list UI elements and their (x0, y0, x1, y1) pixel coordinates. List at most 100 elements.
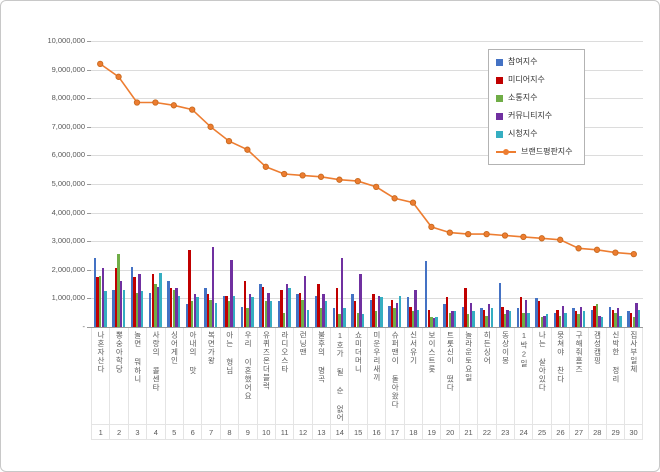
bar-시청지수 (545, 314, 549, 327)
bar-소통지수 (154, 284, 157, 327)
line-marker (225, 137, 233, 145)
bar-소통지수 (448, 312, 452, 327)
legend-swatch-icon (496, 130, 503, 138)
bar-소통지수 (411, 311, 415, 327)
category-label-text: 라디오스타 (280, 331, 290, 374)
bar-미디어지수 (574, 311, 578, 327)
bar-시청지수 (159, 272, 162, 327)
category-label-text: 1박2일 (519, 331, 529, 368)
category-rank-number: 4 (146, 424, 165, 440)
category-label-text: 1호가 될 순 없어 (335, 331, 345, 422)
legend-label: 시청지수 (508, 129, 538, 138)
bar-참여지수 (185, 304, 189, 327)
bar-소통지수 (595, 304, 599, 327)
legend: 참여지수 미디어지수 소통지수 커뮤니티지수 시청지수 브랜드평판지수 (488, 49, 585, 165)
line-marker (299, 172, 306, 179)
category-rank-number: 3 (127, 424, 147, 440)
bar-참여지수 (406, 296, 410, 327)
bar-시청지수 (582, 311, 586, 327)
category-label: 불후의 명곡 (311, 328, 330, 424)
line-marker (262, 163, 269, 170)
y-tick-label: 10,000,000 (47, 36, 85, 45)
bar-미디어지수 (151, 274, 155, 327)
y-tick-label: 4,000,000 (51, 207, 85, 217)
bar-참여지수 (296, 294, 299, 327)
bar-미디어지수 (464, 288, 467, 327)
category-label: 뭉쳐야 찬다 (550, 328, 569, 424)
category-label: 집사부일체 (624, 328, 643, 424)
legend-item: 브랜드평판지수 (496, 148, 577, 156)
bar-시청지수 (306, 309, 310, 327)
bar-시청지수 (416, 309, 420, 327)
bar-참여지수 (388, 305, 391, 327)
category-rank-number: 19 (422, 424, 441, 440)
bar-커뮤니티지수 (230, 259, 233, 327)
bar-미디어지수 (225, 295, 228, 327)
bar-소통지수 (558, 315, 562, 327)
bar-커뮤니티지수 (616, 308, 620, 327)
bar-소통지수 (393, 308, 396, 327)
bar-미디어지수 (593, 305, 596, 327)
legend-item: 미디어지수 (496, 76, 577, 84)
category-label-text: 아내의 맛 (188, 331, 198, 375)
bar-참여지수 (222, 295, 226, 327)
bar-커뮤니티지수 (359, 274, 362, 327)
bar-참여지수 (535, 298, 538, 327)
bar-참여지수 (480, 308, 483, 327)
category-label-text: 미운우리새끼 (372, 331, 382, 382)
line-marker (501, 232, 509, 239)
bar-참여지수 (498, 282, 502, 327)
bar-소통지수 (338, 314, 341, 327)
line-marker (133, 99, 141, 106)
bar-미디어지수 (261, 286, 265, 327)
bar-미디어지수 (409, 306, 412, 327)
bar-커뮤니티지수 (432, 318, 436, 327)
bar-커뮤니티지수 (543, 315, 546, 327)
bar-미디어지수 (629, 312, 633, 327)
bar-참여지수 (259, 284, 262, 327)
bar-커뮤니티지수 (175, 288, 178, 327)
bar-커뮤니티지수 (101, 268, 105, 327)
bar-소통지수 (264, 301, 268, 327)
bar-시청지수 (288, 288, 291, 327)
bar-시청지수 (508, 311, 512, 327)
bar-미디어지수 (188, 249, 191, 327)
y-tick-mark (87, 69, 91, 71)
category-label-text: 불후의 명곡 (317, 331, 327, 384)
category-rank-number: 21 (458, 424, 478, 440)
x-axis-category-labels: 나혼자산다 뽕숭아학당 놀면 뭐하니 사랑의 콜센타 싱어게인 아내의 맛 복면가왕 아는 형… (91, 328, 643, 424)
bar-소통지수 (319, 308, 323, 327)
category-label: 싱어게인 (164, 328, 183, 424)
y-tick-mark (87, 241, 91, 243)
category-label-text: 유퀴즈온더블럭 (261, 331, 271, 391)
y-tick-label: 8,000,000 (51, 93, 85, 103)
bar-미디어지수 (206, 294, 210, 327)
category-label: 유퀴즈온더블럭 (256, 328, 275, 424)
category-label: 1호가 될 순 없어 (330, 328, 348, 424)
category-rank-number: 14 (330, 424, 349, 440)
bar-참여지수 (93, 258, 97, 327)
category-label: 우리 이혼했어요 (238, 328, 256, 424)
line-marker (538, 235, 545, 242)
category-label: 신박한 정리 (605, 328, 624, 424)
y-tick-mark (87, 327, 91, 328)
category-label: 나혼자산다 (91, 328, 109, 424)
legend-item: 시청지수 (496, 130, 577, 138)
y-tick-label: 1,000,000 (51, 293, 85, 303)
category-label-text: 신서유기 (409, 331, 419, 365)
bar-소통지수 (430, 316, 433, 327)
y-tick-label: 2,000,000 (51, 264, 85, 274)
category-rank-number: 23 (495, 424, 514, 440)
bar-소통지수 (190, 301, 194, 327)
line-marker (446, 229, 453, 236)
bar-참여지수 (277, 301, 281, 327)
category-label-text: 슈퍼맨이 돌아왔다 (390, 331, 400, 409)
category-label: 사랑의 콜센타 (146, 328, 164, 424)
category-label: 1박2일 (513, 328, 532, 424)
legend-swatch-icon (496, 94, 503, 102)
bar-커뮤니티지수 (506, 309, 509, 327)
y-tick-label: - (82, 322, 86, 331)
bar-소통지수 (135, 292, 139, 327)
line-marker (170, 102, 177, 109)
